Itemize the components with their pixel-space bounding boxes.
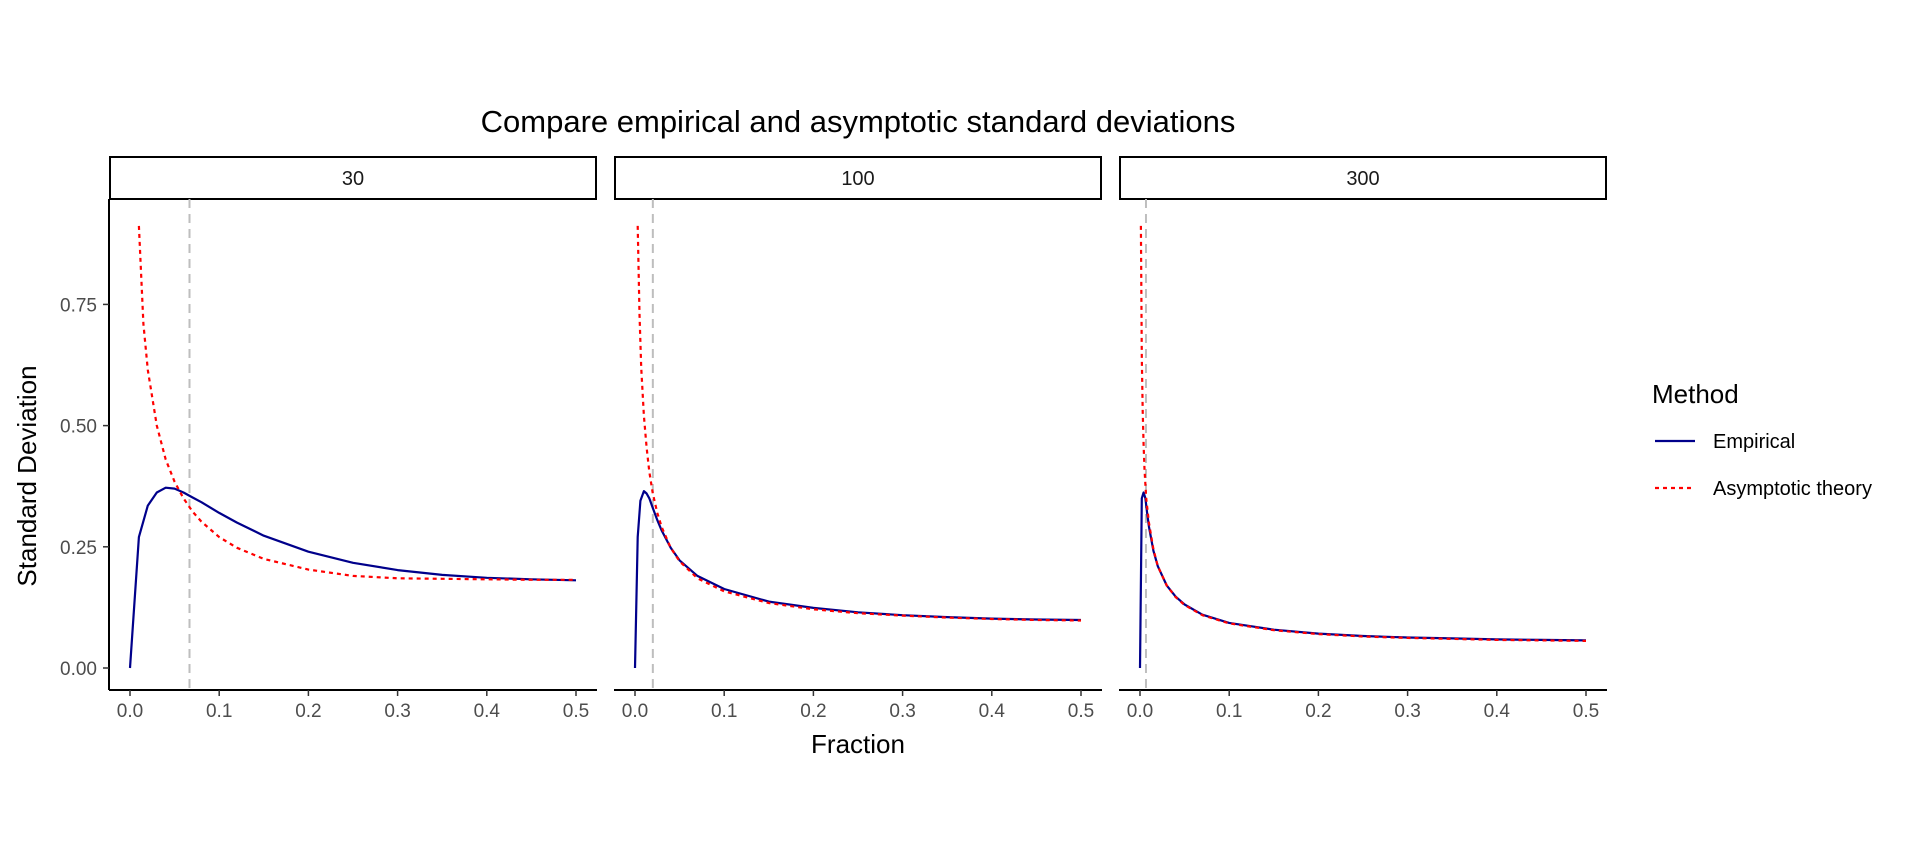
x-tick-label: 0.0 bbox=[117, 701, 143, 722]
y-tick-label: 0.50 bbox=[60, 417, 97, 438]
x-tick-label: 0.5 bbox=[563, 701, 589, 722]
facet-strip bbox=[109, 156, 597, 200]
x-tick-label: 0.3 bbox=[384, 701, 410, 722]
series-line-asymptotic-theory bbox=[137, 225, 576, 581]
series-line-asymptotic-theory bbox=[636, 225, 1082, 622]
legend-label-empirical: Empirical bbox=[1713, 431, 1795, 453]
x-tick-label: 0.5 bbox=[1573, 701, 1599, 722]
facet-panel-100: 100 0.0 0.1 0.2 0.3 0.4 0.5 bbox=[614, 156, 1102, 722]
series-line-empirical bbox=[1138, 491, 1587, 669]
x-tick-label: 0.2 bbox=[295, 701, 321, 722]
legend-label-asymptotic-theory: Asymptotic theory bbox=[1713, 478, 1872, 500]
facet-strip-label: 100 bbox=[841, 168, 874, 190]
y-tick-label: 0.25 bbox=[60, 538, 97, 559]
x-tick-label: 0.5 bbox=[1068, 701, 1094, 722]
y-tick-label: 0.75 bbox=[60, 295, 97, 316]
y-tick-label: 0.00 bbox=[60, 659, 97, 680]
facet-strip bbox=[614, 156, 1102, 200]
x-tick-label: 0.1 bbox=[206, 701, 232, 722]
x-tick-label: 0.0 bbox=[1127, 701, 1153, 722]
x-tick-label: 0.3 bbox=[1394, 701, 1420, 722]
x-tick-label: 0.4 bbox=[474, 701, 501, 722]
x-tick-label: 0.4 bbox=[979, 701, 1006, 722]
x-tick-label: 0.1 bbox=[1216, 701, 1242, 722]
x-tick-label: 0.0 bbox=[622, 701, 648, 722]
x-tick-label: 0.1 bbox=[711, 701, 737, 722]
series-line-asymptotic-theory bbox=[1139, 225, 1587, 642]
facet-panels: 0.00 0.25 0.50 0.75 30 0.0 0.1 0.2 0.3 0.4 0.5 100 0… bbox=[60, 156, 1607, 722]
series-line-empirical bbox=[128, 486, 577, 669]
facet-panel-30: 30 0.0 0.1 0.2 0.3 0.4 0.5 bbox=[109, 156, 597, 722]
x-tick-label: 0.2 bbox=[800, 701, 826, 722]
legend-title: Method bbox=[1652, 379, 1739, 409]
facet-strip-label: 30 bbox=[342, 168, 364, 190]
legend: Method Empirical Asymptotic theory bbox=[1652, 379, 1872, 500]
facet-strip bbox=[1119, 156, 1607, 200]
x-tick-label: 0.3 bbox=[889, 701, 915, 722]
facet-panel-300: 300 0.0 0.1 0.2 0.3 0.4 0.5 bbox=[1119, 156, 1607, 722]
x-tick-label: 0.2 bbox=[1305, 701, 1331, 722]
y-axis-title: Standard Deviation bbox=[12, 365, 42, 586]
x-axis-title: Fraction bbox=[811, 729, 905, 759]
chart-title: Compare empirical and asymptotic standar… bbox=[481, 104, 1236, 139]
x-tick-label: 0.4 bbox=[1484, 701, 1511, 722]
series-line-empirical bbox=[633, 490, 1082, 669]
facet-strip-label: 300 bbox=[1346, 168, 1379, 190]
